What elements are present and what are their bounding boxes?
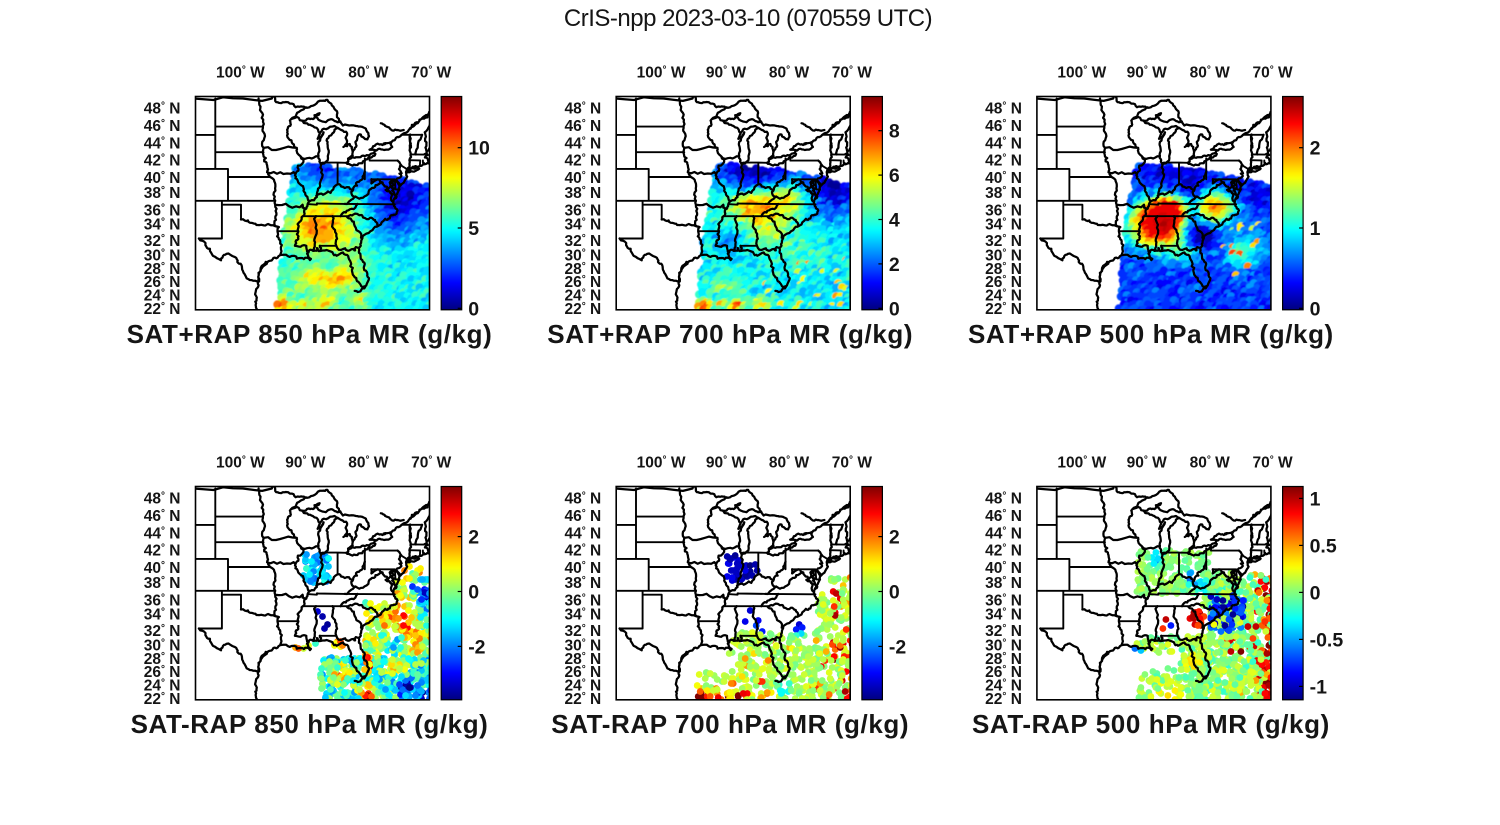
svg-text:40° N: 40° N [144, 170, 181, 187]
svg-text:70° W: 70° W [1253, 65, 1294, 82]
svg-text:26° N: 26° N [564, 274, 601, 291]
svg-text:34° N: 34° N [985, 216, 1022, 233]
svg-text:24° N: 24° N [144, 678, 181, 695]
svg-text:70° W: 70° W [411, 455, 452, 472]
svg-text:48° N: 48° N [144, 100, 181, 117]
svg-text:SAT-RAP 850 hPa MR (g/kg): SAT-RAP 850 hPa MR (g/kg) [131, 709, 489, 739]
svg-text:26° N: 26° N [144, 274, 181, 291]
svg-text:36° N: 36° N [144, 593, 181, 610]
svg-text:36° N: 36° N [985, 203, 1022, 220]
svg-text:SAT+RAP 850 hPa MR (g/kg): SAT+RAP 850 hPa MR (g/kg) [127, 319, 493, 349]
svg-text:46° N: 46° N [144, 508, 181, 525]
svg-text:38° N: 38° N [144, 575, 181, 592]
svg-text:34° N: 34° N [564, 216, 601, 233]
svg-text:28° N: 28° N [985, 261, 1022, 278]
svg-text:40° N: 40° N [564, 170, 601, 187]
svg-text:0: 0 [889, 298, 900, 320]
svg-text:2: 2 [468, 527, 479, 549]
svg-text:44° N: 44° N [144, 136, 181, 153]
svg-text:80° W: 80° W [1190, 65, 1231, 82]
svg-text:26° N: 26° N [144, 664, 181, 681]
svg-text:42° N: 42° N [985, 152, 1022, 169]
svg-text:2: 2 [1310, 138, 1321, 160]
svg-text:22° N: 22° N [985, 301, 1022, 318]
svg-text:38° N: 38° N [985, 185, 1022, 202]
svg-text:4: 4 [889, 210, 900, 232]
svg-text:70° W: 70° W [832, 65, 873, 82]
svg-text:46° N: 46° N [144, 118, 181, 135]
svg-text:-2: -2 [468, 636, 485, 658]
svg-text:42° N: 42° N [144, 542, 181, 559]
svg-text:40° N: 40° N [985, 170, 1022, 187]
svg-text:10: 10 [468, 138, 490, 160]
svg-text:28° N: 28° N [144, 651, 181, 668]
svg-text:22° N: 22° N [564, 301, 601, 318]
svg-text:46° N: 46° N [564, 118, 601, 135]
svg-text:8: 8 [889, 121, 900, 143]
svg-text:24° N: 24° N [144, 288, 181, 305]
svg-text:0: 0 [468, 298, 479, 320]
svg-text:24° N: 24° N [985, 288, 1022, 305]
svg-text:32° N: 32° N [144, 623, 181, 640]
svg-text:46° N: 46° N [985, 118, 1022, 135]
svg-text:80° W: 80° W [348, 65, 389, 82]
svg-text:70° W: 70° W [411, 65, 452, 82]
svg-text:32° N: 32° N [985, 233, 1022, 250]
svg-text:90° W: 90° W [1127, 65, 1168, 82]
svg-text:100° W: 100° W [216, 455, 265, 472]
svg-text:100° W: 100° W [216, 65, 265, 82]
svg-text:90° W: 90° W [706, 65, 747, 82]
svg-text:28° N: 28° N [564, 261, 601, 278]
svg-text:36° N: 36° N [144, 203, 181, 220]
svg-text:22° N: 22° N [144, 301, 181, 318]
svg-text:CrIS-npp 2023-03-10 (070559 UT: CrIS-npp 2023-03-10 (070559 UTC) [564, 5, 932, 32]
svg-text:40° N: 40° N [144, 560, 181, 577]
svg-text:2: 2 [889, 254, 900, 276]
svg-text:48° N: 48° N [985, 100, 1022, 117]
svg-text:32° N: 32° N [144, 233, 181, 250]
svg-text:34° N: 34° N [144, 606, 181, 623]
svg-text:32° N: 32° N [564, 233, 601, 250]
svg-text:0: 0 [1310, 298, 1321, 320]
svg-text:44° N: 44° N [564, 136, 601, 153]
svg-text:28° N: 28° N [144, 261, 181, 278]
svg-text:80° W: 80° W [348, 455, 389, 472]
svg-text:24° N: 24° N [564, 288, 601, 305]
svg-text:36° N: 36° N [564, 203, 601, 220]
svg-text:SAT+RAP 700 hPa MR (g/kg): SAT+RAP 700 hPa MR (g/kg) [547, 319, 913, 349]
svg-text:100° W: 100° W [637, 65, 686, 82]
svg-text:0: 0 [468, 582, 479, 604]
svg-text:42° N: 42° N [564, 152, 601, 169]
svg-text:48° N: 48° N [144, 490, 181, 507]
svg-text:80° W: 80° W [769, 65, 810, 82]
svg-text:90° W: 90° W [285, 65, 326, 82]
svg-text:30° N: 30° N [564, 248, 601, 265]
svg-text:48° N: 48° N [564, 100, 601, 117]
svg-text:SAT+RAP 500 hPa MR (g/kg): SAT+RAP 500 hPa MR (g/kg) [968, 319, 1334, 349]
svg-text:44° N: 44° N [985, 136, 1022, 153]
svg-text:30° N: 30° N [144, 248, 181, 265]
svg-text:38° N: 38° N [564, 185, 601, 202]
svg-text:34° N: 34° N [144, 216, 181, 233]
svg-text:30° N: 30° N [144, 638, 181, 655]
svg-text:44° N: 44° N [144, 526, 181, 543]
svg-text:1: 1 [1310, 218, 1321, 240]
svg-text:22° N: 22° N [144, 691, 181, 708]
svg-text:26° N: 26° N [985, 274, 1022, 291]
svg-text:6: 6 [889, 165, 900, 187]
svg-text:38° N: 38° N [144, 185, 181, 202]
svg-text:30° N: 30° N [985, 248, 1022, 265]
svg-text:42° N: 42° N [144, 152, 181, 169]
svg-text:100° W: 100° W [1057, 65, 1106, 82]
svg-text:5: 5 [468, 218, 479, 240]
svg-text:90° W: 90° W [285, 455, 326, 472]
